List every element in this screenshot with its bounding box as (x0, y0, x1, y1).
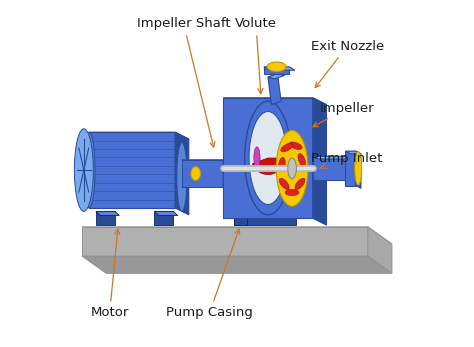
Polygon shape (182, 160, 237, 167)
Ellipse shape (279, 157, 285, 171)
Polygon shape (82, 227, 392, 244)
Polygon shape (223, 98, 327, 105)
Text: Impeller: Impeller (313, 102, 374, 127)
Wedge shape (253, 158, 284, 175)
Ellipse shape (177, 143, 187, 211)
Text: Exit Nozzle: Exit Nozzle (310, 40, 384, 87)
Ellipse shape (288, 158, 296, 179)
Polygon shape (346, 151, 356, 186)
Polygon shape (82, 256, 392, 273)
Polygon shape (368, 227, 392, 273)
Ellipse shape (285, 189, 299, 195)
Polygon shape (346, 151, 361, 154)
Polygon shape (155, 211, 173, 225)
Ellipse shape (276, 130, 308, 206)
Polygon shape (264, 67, 289, 74)
Polygon shape (82, 227, 368, 256)
Polygon shape (268, 74, 281, 105)
Ellipse shape (74, 129, 93, 211)
Polygon shape (175, 132, 189, 215)
Ellipse shape (281, 143, 293, 152)
Polygon shape (223, 98, 313, 218)
Polygon shape (182, 160, 223, 187)
Ellipse shape (254, 147, 260, 169)
Text: Impeller Shaft: Impeller Shaft (137, 17, 230, 147)
Ellipse shape (249, 111, 287, 204)
Polygon shape (155, 211, 178, 215)
Polygon shape (96, 211, 119, 215)
Ellipse shape (191, 167, 201, 180)
Text: Pump Casing: Pump Casing (166, 229, 253, 319)
Polygon shape (234, 210, 247, 225)
Ellipse shape (289, 142, 302, 150)
Ellipse shape (279, 178, 289, 189)
Polygon shape (234, 210, 295, 225)
Polygon shape (313, 98, 327, 225)
Polygon shape (96, 211, 115, 225)
Ellipse shape (355, 152, 362, 185)
Ellipse shape (245, 101, 291, 215)
Polygon shape (356, 151, 361, 188)
Polygon shape (223, 160, 237, 194)
Ellipse shape (267, 62, 286, 71)
Ellipse shape (83, 132, 95, 208)
Polygon shape (313, 156, 352, 159)
Polygon shape (268, 74, 284, 79)
Text: Pump Inlet: Pump Inlet (311, 152, 383, 168)
Text: Volute: Volute (235, 17, 277, 94)
Text: Motor: Motor (91, 229, 129, 319)
Ellipse shape (298, 153, 306, 167)
Polygon shape (89, 132, 175, 208)
Polygon shape (89, 132, 189, 139)
Ellipse shape (295, 178, 305, 189)
Polygon shape (264, 67, 295, 70)
Polygon shape (313, 156, 347, 180)
